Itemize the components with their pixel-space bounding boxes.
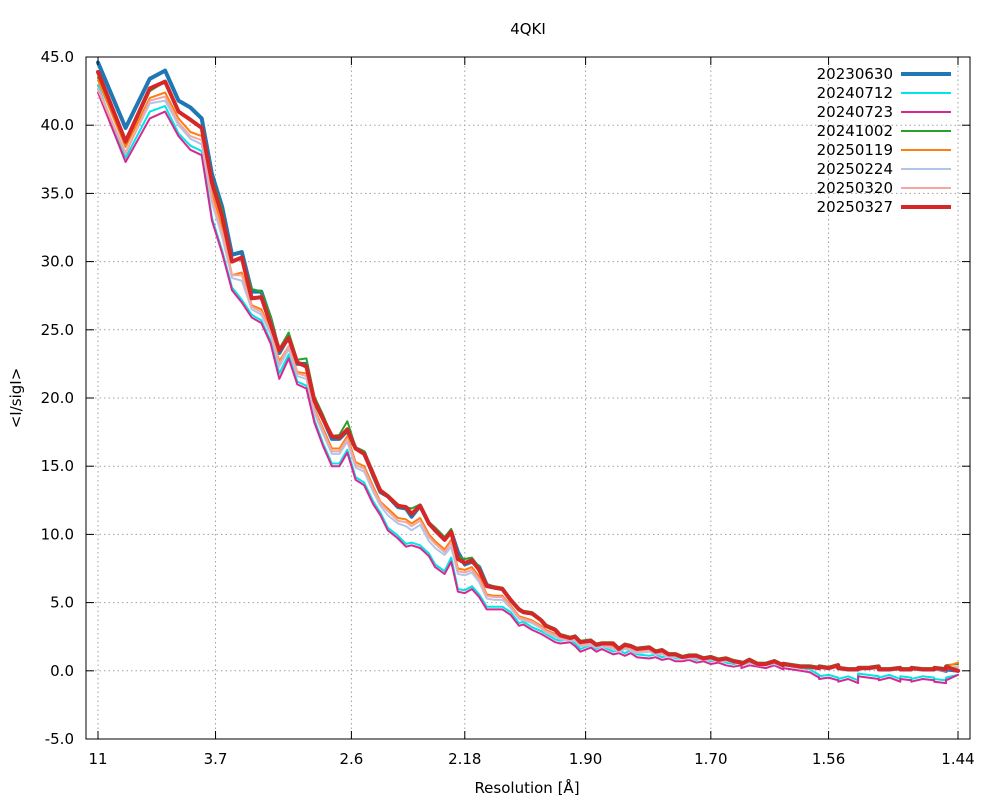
y-tick-label: 20.0 — [41, 389, 74, 407]
x-tick-label: 1.90 — [569, 750, 602, 768]
grid-layer — [86, 57, 970, 739]
x-tick-label: 2.6 — [339, 750, 363, 768]
x-tick-label: 2.18 — [448, 750, 481, 768]
series-line-20240723 — [97, 91, 959, 685]
y-tick-label: 0.0 — [50, 662, 74, 680]
x-tick-label: 1.44 — [941, 750, 974, 768]
legend-label: 20241002 — [817, 122, 893, 140]
y-tick-label: 40.0 — [41, 116, 74, 134]
tick-layer: 45.0 40.0 35.0 30.0 25.0 20.0 15.0 10.0 5.0 0.0 -5… — [41, 48, 975, 768]
y-tick-label: 5.0 — [50, 594, 74, 612]
legend-label: 20250327 — [817, 198, 893, 216]
legend-label: 20240712 — [817, 84, 893, 102]
y-tick-label: 10.0 — [41, 525, 74, 543]
y-tick-label: 15.0 — [41, 457, 74, 475]
x-tick-label: 1.70 — [694, 750, 727, 768]
legend-label: 20250119 — [817, 141, 893, 159]
y-axis-label: <I/sigI> — [7, 368, 25, 429]
y-tick-label: -5.0 — [45, 730, 74, 748]
y-tick-label: 30.0 — [41, 253, 74, 271]
x-tick-label: 11 — [88, 750, 107, 768]
series-line-20250327 — [96, 70, 960, 673]
x-axis-label: Resolution [Å] — [474, 778, 579, 797]
legend-label: 20250224 — [817, 160, 893, 178]
y-tick-label: 25.0 — [41, 321, 74, 339]
legend: 2023063020240712202407232024100220250119… — [817, 65, 951, 216]
x-tick-label: 3.7 — [204, 750, 228, 768]
legend-label: 20230630 — [817, 65, 893, 83]
x-tick-label: 1.56 — [812, 750, 845, 768]
legend-label: 20250320 — [817, 179, 893, 197]
series-layer — [96, 60, 960, 685]
y-tick-label: 45.0 — [41, 48, 74, 66]
y-tick-label: 35.0 — [41, 184, 74, 202]
chart-title: 4QKI — [510, 20, 546, 38]
legend-label: 20240723 — [817, 103, 893, 121]
